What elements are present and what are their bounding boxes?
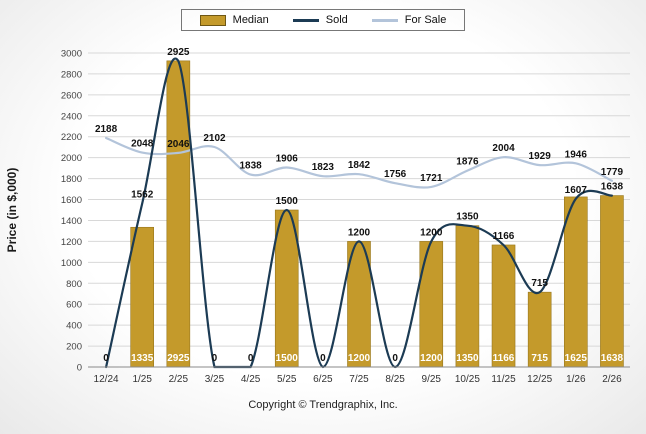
legend-label: For Sale	[404, 14, 447, 26]
for-sale-line	[105, 136, 613, 189]
legend-label: Sold	[325, 14, 348, 26]
sold-value-label: 1200	[348, 227, 371, 238]
for-sale-value-label: 1876	[456, 157, 479, 168]
median-bar	[600, 195, 624, 368]
x-axis-tick-label: 3/25	[205, 374, 225, 385]
for-sale-value-label: 1906	[276, 154, 299, 165]
x-axis-tick-label: 1/25	[132, 374, 152, 385]
for-sale-value-label: 2048	[131, 139, 154, 150]
x-axis-tick-label: 9/25	[422, 374, 442, 385]
y-axis-tick-label: 400	[66, 321, 82, 332]
y-axis-tick-label: 600	[66, 300, 82, 311]
sold-line	[105, 57, 613, 369]
sold-value-label: 1638	[601, 182, 624, 193]
x-axis-tick-label: 2/26	[602, 374, 622, 385]
legend-area: Median Sold For Sale	[0, 0, 646, 35]
sold-value-label: 1166	[493, 231, 515, 242]
x-axis-tick-label: 4/25	[241, 374, 261, 385]
y-axis-tick-label: 1600	[61, 195, 82, 206]
y-axis-tick-label: 2600	[61, 90, 82, 101]
x-axis-tick-label: 6/25	[313, 374, 333, 385]
copyright-text: Copyright © Trendgraphix, Inc.	[248, 399, 398, 411]
price-combo-chart: 0200400600800100012001400160018002000220…	[5, 47, 630, 385]
x-axis-tick-label: 1/26	[566, 374, 586, 385]
y-axis-tick-label: 800	[66, 279, 82, 290]
bar-value-label: 0	[248, 353, 254, 364]
y-axis-tick-label: 2000	[61, 153, 82, 164]
sold-value-label: 1562	[131, 190, 154, 201]
for-sale-value-label: 2004	[492, 143, 515, 154]
y-axis-tick-label: 0	[77, 363, 82, 374]
median-bar	[455, 225, 480, 368]
y-axis-tick-label: 1400	[61, 216, 82, 227]
for-sale-value-label: 1779	[601, 167, 624, 178]
bar-value-label: 715	[531, 353, 548, 364]
for-sale-value-label: 1946	[565, 149, 588, 160]
legend-label: Median	[232, 14, 269, 26]
x-axis-tick-label: 12/25	[527, 374, 552, 385]
for-sale-value-label: 1929	[529, 151, 552, 162]
x-axis-tick-label: 11/25	[491, 374, 516, 385]
x-axis-tick-label: 7/25	[349, 374, 369, 385]
bar-value-label: 1200	[348, 353, 371, 364]
for-sale-value-label: 1842	[348, 160, 371, 171]
y-axis-tick-label: 2200	[61, 132, 82, 143]
bar-value-label: 1350	[456, 353, 479, 364]
bar-value-label: 0	[392, 353, 398, 364]
bar-value-label: 0	[103, 353, 109, 364]
bar-value-label: 1335	[131, 353, 154, 364]
chart-legend: Median Sold For Sale	[180, 9, 466, 31]
median-bar	[419, 241, 444, 368]
x-axis-tick-label: 5/25	[277, 374, 297, 385]
for-sale-value-label: 2188	[95, 124, 118, 135]
y-axis-tick-label: 1000	[61, 258, 82, 269]
for-sale-value-label: 1756	[384, 169, 407, 180]
y-axis-title: Price (in $,000)	[5, 168, 19, 253]
for-sale-value-label: 1721	[420, 173, 443, 184]
bar-value-label: 1200	[420, 353, 443, 364]
sold-value-label: 1607	[565, 185, 588, 196]
y-axis-tick-label: 200	[66, 342, 82, 353]
sold-value-label: 715	[531, 278, 548, 289]
bar-value-label: 1638	[601, 353, 624, 364]
for-sale-value-label: 1838	[239, 161, 262, 172]
sold-value-label: 1350	[456, 212, 479, 223]
x-axis-tick-label: 2/25	[169, 374, 189, 385]
for-sale-swatch	[371, 18, 398, 22]
sold-value-label: 1500	[276, 196, 299, 207]
sold-value-label: 1200	[420, 227, 443, 238]
y-axis-tick-label: 3000	[61, 49, 82, 60]
bar-value-label: 1166	[493, 353, 515, 364]
legend-item-sold: Sold	[292, 14, 348, 26]
median-bar	[491, 244, 516, 368]
bar-value-label: 0	[212, 353, 218, 364]
median-swatch	[199, 14, 226, 26]
y-axis-tick-label: 1200	[61, 237, 82, 248]
bar-value-label: 2925	[167, 353, 190, 364]
x-axis-tick-label: 8/25	[385, 374, 405, 385]
legend-item-for-sale: For Sale	[371, 14, 447, 26]
y-axis-tick-label: 2400	[61, 111, 82, 122]
y-axis-tick-label: 1800	[61, 174, 82, 185]
sold-swatch	[292, 18, 319, 22]
sold-value-label: 2925	[167, 47, 190, 58]
bar-value-label: 1625	[565, 353, 588, 364]
y-axis-tick-label: 2800	[61, 69, 82, 80]
bar-value-label: 0	[320, 353, 326, 364]
x-axis-tick-label: 10/25	[455, 374, 480, 385]
legend-item-median: Median	[199, 14, 269, 26]
for-sale-value-label: 1823	[312, 162, 335, 173]
median-bar	[563, 196, 588, 368]
median-bar	[130, 226, 154, 368]
for-sale-value-label: 2102	[203, 133, 226, 144]
bar-value-label: 1500	[276, 353, 299, 364]
x-axis-tick-label: 12/24	[94, 374, 119, 385]
for-sale-value-label: 2046	[167, 139, 190, 150]
chart-area: 0 200 400 600 800 1000 1200 1400 1600 1800 2000 220…	[0, 35, 646, 393]
